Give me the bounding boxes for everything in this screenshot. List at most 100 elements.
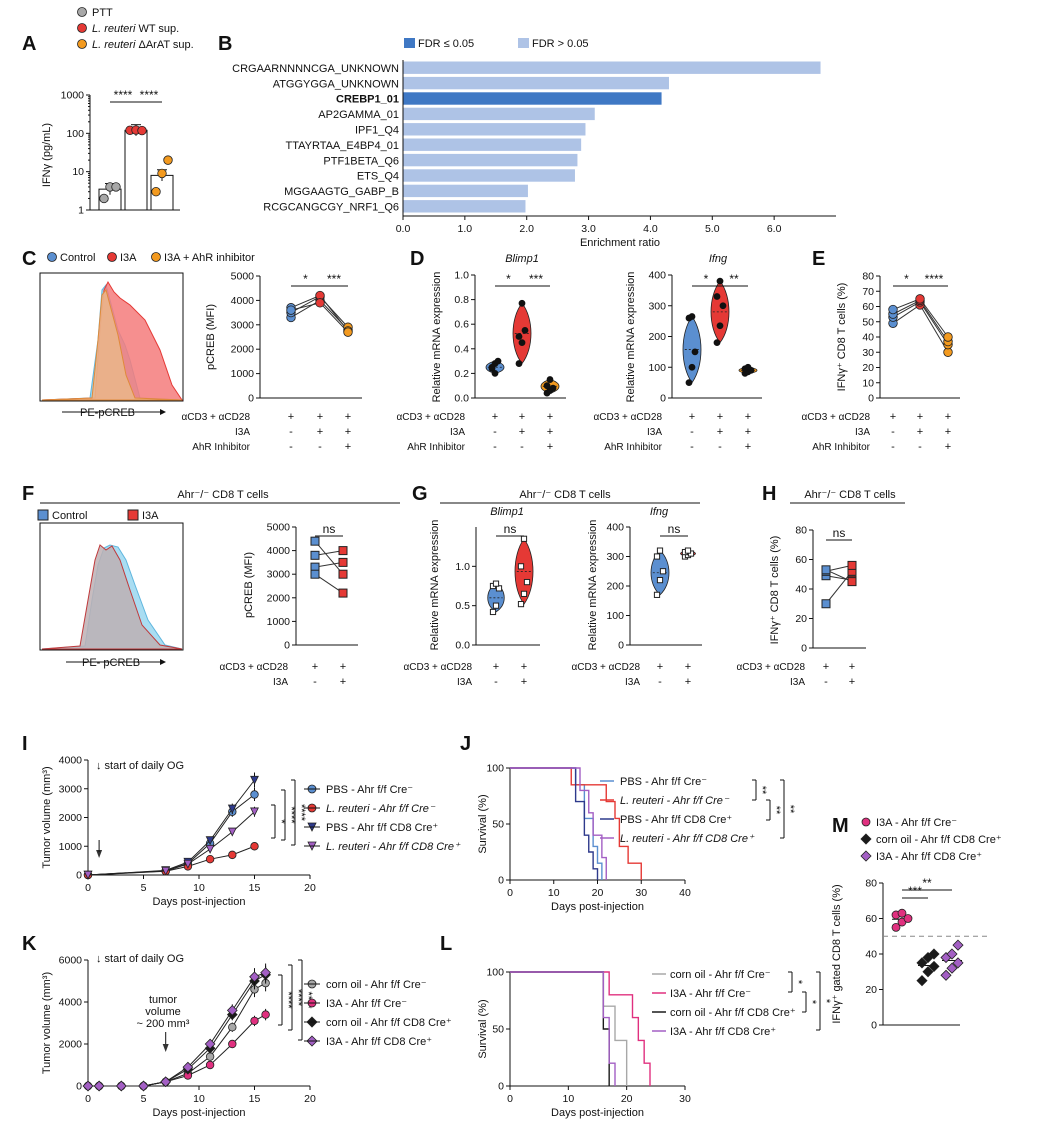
A-point [111,182,121,192]
K-xtick-label: 15 [249,1093,261,1105]
K-point [228,1022,237,1032]
H-point [821,599,831,609]
F-legend-control-label: Control [52,510,87,522]
I-ytick-label: 3000 [59,783,83,795]
K-series-line [88,972,266,1087]
C-ytick-label: 5000 [231,271,255,283]
I-xtick-label: 10 [193,882,205,894]
K-xtick-label: 5 [141,1093,147,1105]
A-sig-label: **** [140,88,159,102]
D-ifng-point [685,379,693,387]
D-blimp1-point [488,363,496,371]
D-ifng-cond-value: + [745,411,751,423]
F-point [338,569,348,579]
A-point [163,155,173,165]
I-ytick-label: 4000 [59,755,83,767]
C-cond-label: AhR Inhibitor [192,442,250,453]
D-ifng-cond-value: - [690,441,694,453]
C-cond-label: αCD3 + αCD28 [181,412,250,423]
K-point [93,1080,105,1092]
G-blimp1-cond-value: + [521,661,527,673]
L-ytick-label: 0 [498,1081,504,1093]
D-blimp1-point [494,357,502,365]
I-point [250,790,259,799]
F-point [338,557,348,567]
A-legend-marker [77,23,87,33]
E-cond-value: + [945,411,951,423]
K-point [226,1005,238,1016]
K-y-label: Tumor volume (mm³) [41,972,53,1074]
F-legend-control-swatch [37,509,49,521]
K-xtick-label: 20 [304,1093,316,1105]
G-blimp1-cond-value: + [493,661,499,673]
B-bar [403,169,575,182]
D-blimp1-sig-label: * [506,272,511,286]
panel-label-A: A [22,33,36,55]
L-xtick-label: 30 [679,1093,691,1105]
F-point [338,546,348,556]
F-ytick-label: 3000 [267,569,291,581]
C-cond-value: - [289,426,293,438]
H-ytick-label: 40 [795,584,807,596]
K-x-label: Days post-injection [153,1107,246,1119]
B-category-label: IPF1_Q4 [355,125,399,137]
G-blimp1-point [489,608,497,616]
M-sig-label: *** [908,884,922,898]
D-ifng-point [744,363,752,371]
K-point [115,1080,127,1092]
G-ifng-point [659,568,667,575]
K-point [82,1080,94,1092]
K-series-line [88,974,266,1087]
M-point [928,948,940,960]
I-ytick-label: 0 [76,870,82,882]
K-point [261,1010,270,1019]
B-category-label: MGGAAGTG_GABP_B [284,186,399,198]
D-ifng-title: Ifng [709,253,728,265]
C-pair-line [290,296,321,314]
B-legend-ns-swatch [518,38,529,48]
G-ifng-cond-value: - [658,676,662,688]
J-xtick-label: 40 [679,887,691,899]
I-xtick-label: 20 [304,882,316,894]
G-ifng-point [656,547,664,554]
H-ytick-label: 0 [801,643,807,655]
G-ifng-cond-value: + [685,676,691,688]
D-blimp1-cond-value: - [493,441,497,453]
D-blimp1-point [546,376,554,383]
B-category-label: AP2GAMMA_01 [318,109,399,121]
L-legend-label: I3A - Ahr f/f CD8 Cre⁺ [670,1026,776,1038]
A-point [137,125,147,136]
D-blimp1-cond-value: + [519,411,525,423]
E-ytick-label: 30 [862,347,874,359]
K-point [205,1052,215,1061]
E-ytick-label: 80 [862,271,874,283]
panel-label-J: J [460,733,471,755]
M-legend-marker [860,833,872,845]
H-point [847,560,857,570]
E-point [888,304,898,315]
I-legend-label: L. reuteri - Ahr f/f Cre⁻ [326,803,436,815]
M-legend-marker [860,850,872,862]
L-ytick-label: 100 [486,967,504,979]
J-xtick-label: 30 [635,887,647,899]
E-cond-value: + [917,426,923,438]
F-pair-line [314,561,344,568]
E-ytick-label: 70 [862,286,874,298]
B-xtick-label: 3.0 [581,223,596,235]
D-ifng-ytick-label: 200 [648,331,666,343]
C-sig-label: *** [327,272,341,286]
I-point [205,836,215,846]
panel-label-L: L [440,933,452,955]
J-bracket-label: ** [784,805,796,814]
I-bracket-label: * [275,819,287,824]
M-legend-label: I3A - Ahr f/f CD8 Cre⁺ [876,851,982,863]
F-ytick-label: 4000 [267,545,291,557]
I-point [227,827,237,837]
E-cond-label: I3A [855,427,870,438]
K-xtick-label: 0 [85,1093,91,1105]
J-survival-curve [510,767,642,880]
E-cond-value: - [891,441,895,453]
F-point [338,588,348,598]
C-ytick-label: 1000 [231,368,255,380]
C-pair-line [290,302,321,311]
